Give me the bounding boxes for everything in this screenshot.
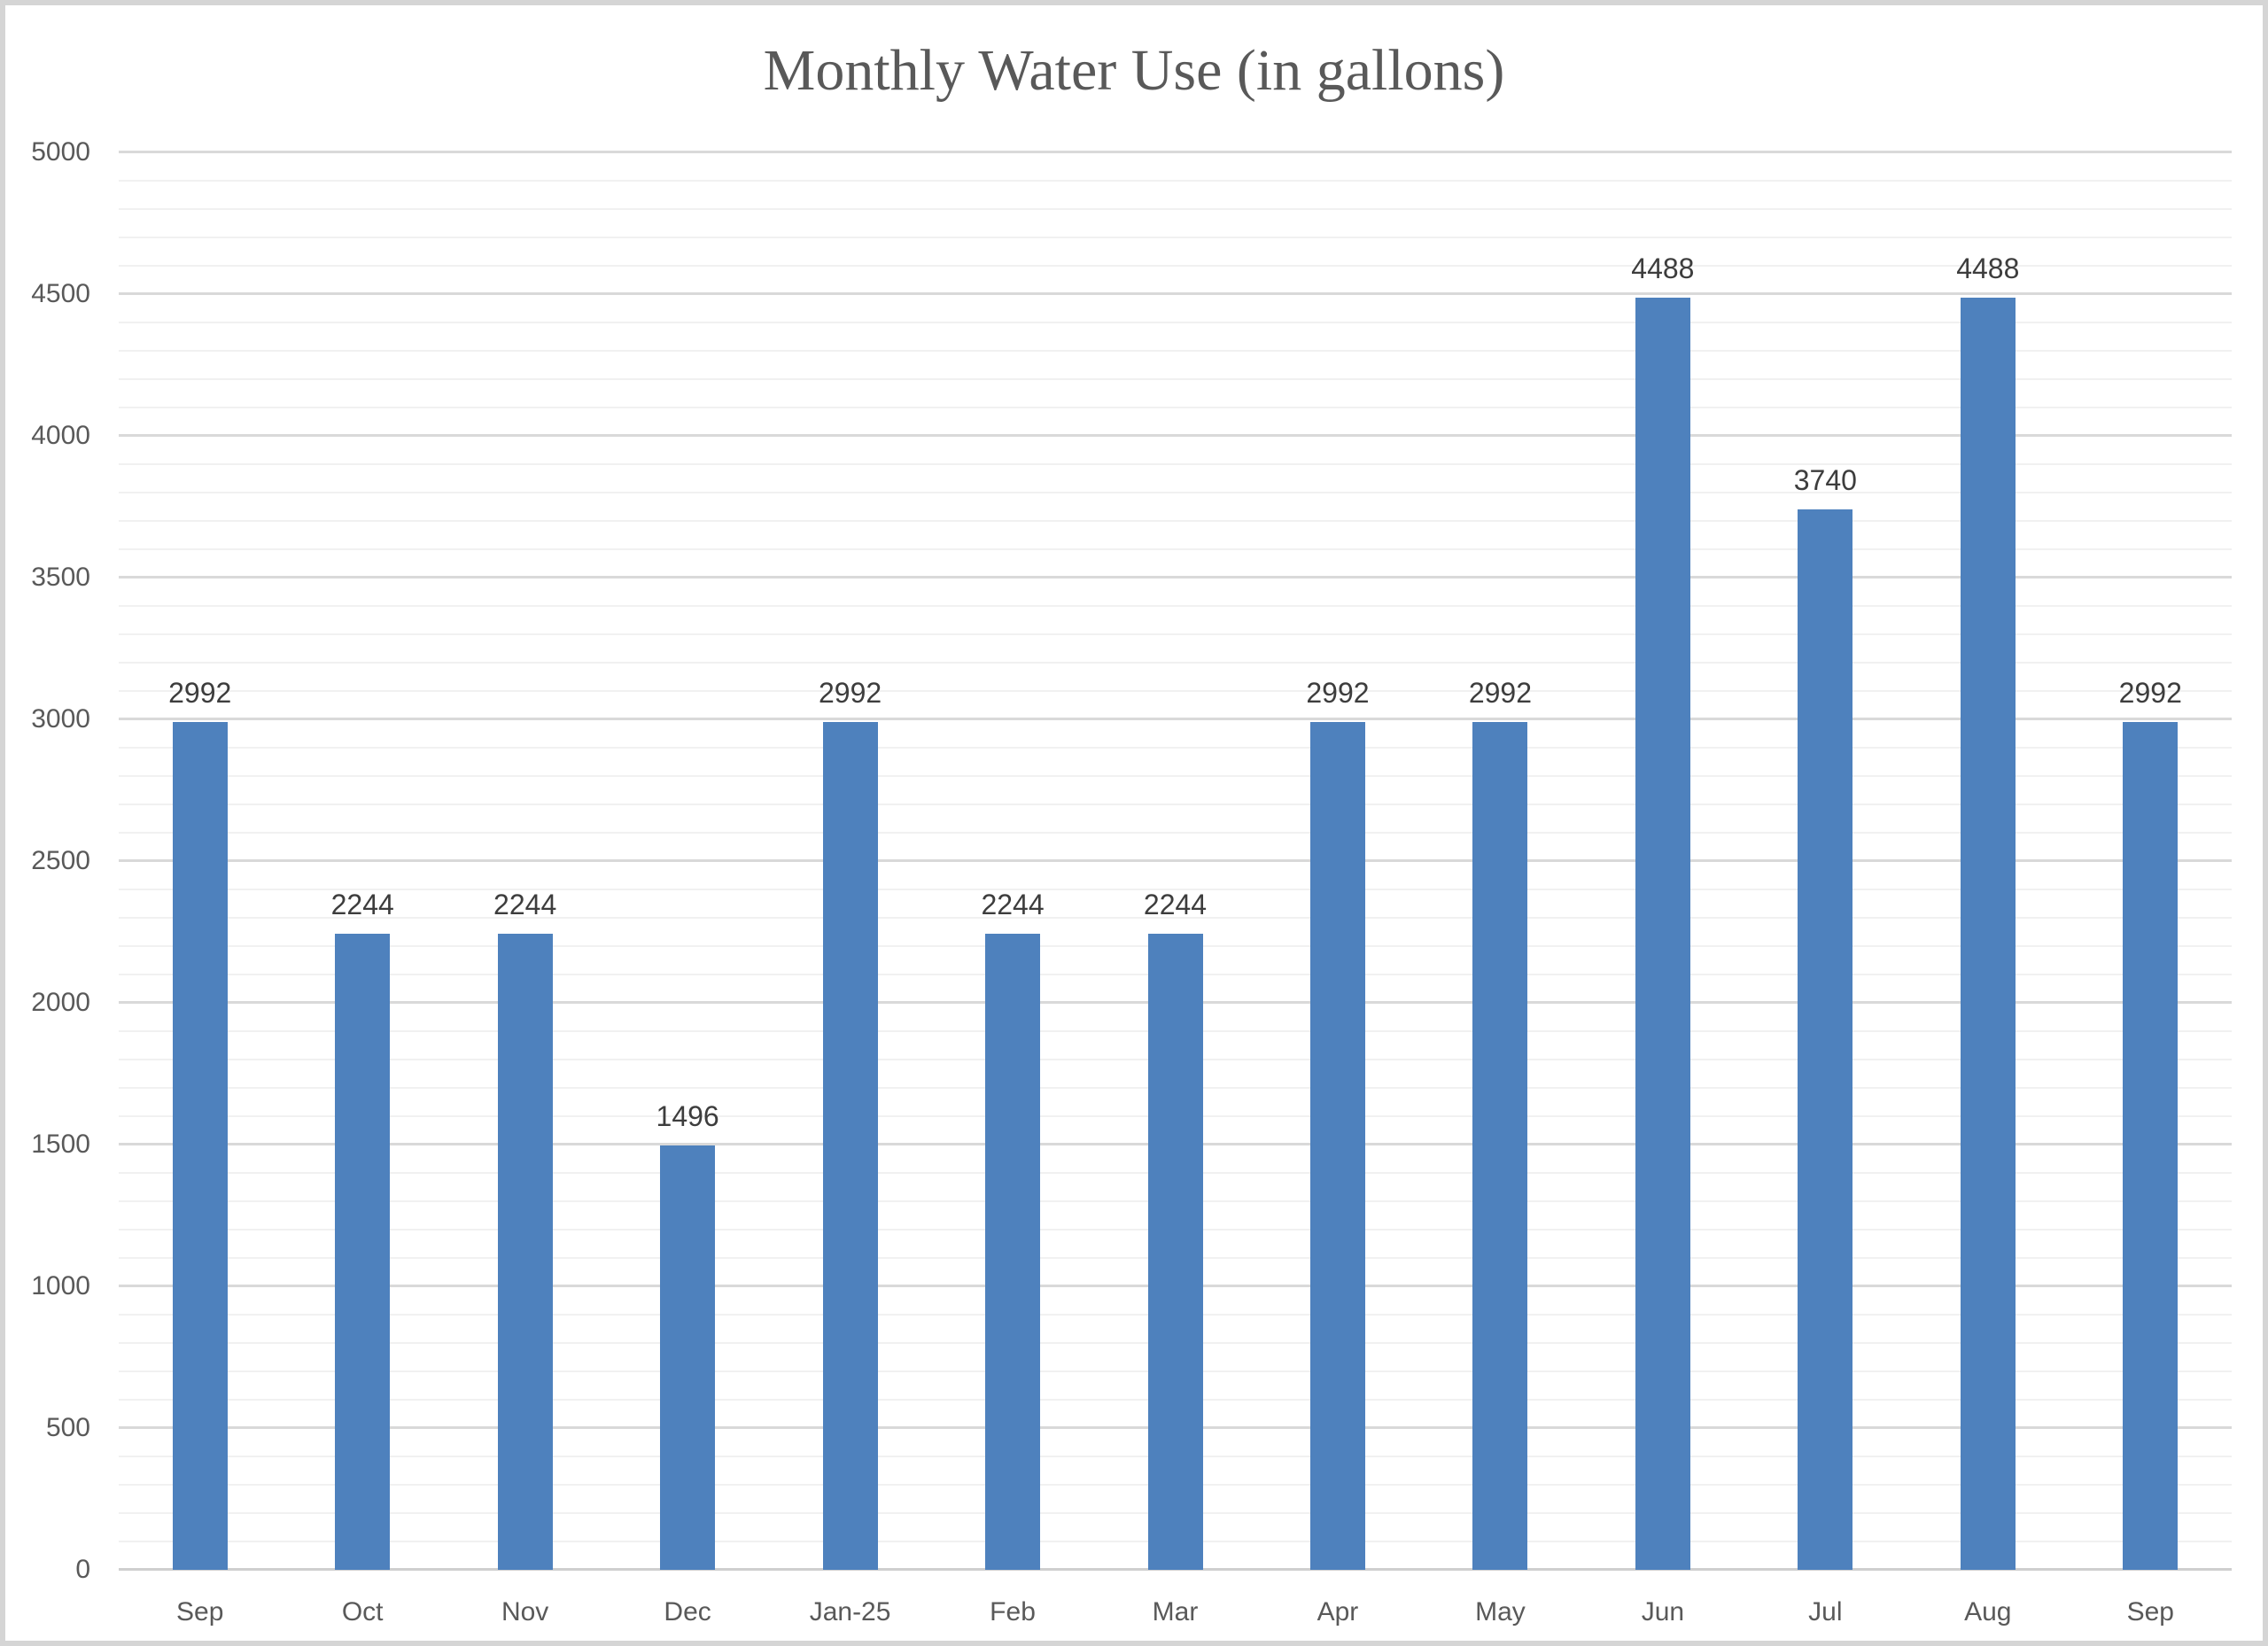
y-tick-label: 1500	[31, 1130, 90, 1159]
bar-apr	[1309, 721, 1365, 1570]
bar-aug	[1960, 297, 2016, 1570]
x-tick-label: May	[1475, 1597, 1526, 1627]
major-gridline	[119, 434, 2232, 437]
y-tick-label: 5000	[31, 137, 90, 167]
major-gridline	[119, 292, 2232, 295]
minor-gridline	[119, 520, 2232, 522]
minor-gridline	[119, 208, 2232, 210]
data-label: 2992	[1306, 676, 1370, 709]
minor-gridline	[119, 633, 2232, 635]
minor-gridline	[119, 180, 2232, 182]
y-tick-label: 2000	[31, 988, 90, 1017]
y-tick-label: 1000	[31, 1271, 90, 1300]
y-tick-label: 3000	[31, 704, 90, 734]
data-label: 1496	[656, 1100, 719, 1133]
minor-gridline	[119, 605, 2232, 607]
data-label: 3740	[1793, 464, 1857, 497]
minor-gridline	[119, 463, 2232, 465]
bar-jul	[1798, 509, 1853, 1570]
minor-gridline	[119, 775, 2232, 777]
bar-sep	[172, 721, 228, 1570]
y-axis: 0 500 1000 1500 2000 2500 3000 3500 4000 4500 5000	[5, 137, 90, 1584]
x-tick-label: Jul	[1808, 1597, 1843, 1627]
x-axis: Sep Oct Nov Dec Jan-25 Feb Mar Apr May Jun Jul Aug S…	[119, 1572, 2232, 1634]
major-gridline	[119, 718, 2232, 720]
bar-jun	[1635, 297, 1690, 1570]
x-tick-label: Apr	[1317, 1597, 1359, 1627]
minor-gridline	[119, 237, 2232, 238]
x-tick-label: Mar	[1152, 1597, 1199, 1627]
minor-gridline	[119, 690, 2232, 692]
bar-oct	[335, 933, 391, 1570]
x-tick-label: Aug	[1964, 1597, 2012, 1627]
major-gridline	[119, 859, 2232, 862]
minor-gridline	[119, 265, 2232, 267]
minor-gridline	[119, 322, 2232, 323]
minor-gridline	[119, 350, 2232, 352]
data-label: 2992	[2118, 676, 2182, 709]
data-label: 4488	[1956, 252, 2020, 284]
data-label: 2244	[330, 888, 394, 920]
bar-dec	[660, 1145, 716, 1570]
bar-mar	[1147, 933, 1203, 1570]
minor-gridline	[119, 747, 2232, 749]
minor-gridline	[119, 407, 2232, 408]
x-tick-label: Dec	[664, 1597, 711, 1627]
x-tick-label: Oct	[341, 1597, 384, 1627]
data-label: 2244	[1143, 888, 1208, 920]
bar-sep	[2123, 721, 2179, 1570]
y-tick-label: 3500	[31, 563, 90, 592]
bar-feb	[985, 933, 1041, 1570]
data-label: 2244	[981, 888, 1045, 920]
bar-jan-25	[822, 721, 878, 1570]
minor-gridline	[119, 492, 2232, 493]
x-tick-label: Feb	[990, 1597, 1036, 1627]
data-label: 2992	[168, 676, 232, 709]
minor-gridline	[119, 548, 2232, 550]
chart-title: Monthly Water Use (in gallons)	[763, 38, 1505, 103]
x-tick-label: Sep	[2126, 1597, 2174, 1627]
y-tick-label: 2500	[31, 846, 90, 875]
x-tick-label: Nov	[501, 1597, 549, 1627]
major-gridline	[119, 151, 2232, 153]
data-label: 2992	[1468, 676, 1533, 709]
y-tick-label: 4000	[31, 421, 90, 450]
minor-gridline	[119, 804, 2232, 805]
data-label: 4488	[1631, 252, 1695, 284]
y-tick-label: 0	[75, 1555, 90, 1584]
x-tick-label: Jun	[1641, 1597, 1685, 1627]
data-label: 2992	[818, 676, 882, 709]
minor-gridline	[119, 662, 2232, 664]
minor-gridline	[119, 832, 2232, 834]
x-tick-label: Sep	[176, 1597, 224, 1627]
bar-may	[1472, 721, 1528, 1570]
x-tick-label: Jan-25	[809, 1597, 891, 1627]
plot-area: 2992 2244 2244 1496 2992 2244 2244 2992 2992 4488…	[119, 151, 2232, 1571]
y-tick-label: 500	[45, 1413, 90, 1442]
data-label: 2244	[493, 888, 557, 920]
major-gridline	[119, 576, 2232, 578]
y-tick-label: 4500	[31, 279, 90, 308]
bar-nov	[497, 933, 553, 1570]
minor-gridline	[119, 378, 2232, 380]
